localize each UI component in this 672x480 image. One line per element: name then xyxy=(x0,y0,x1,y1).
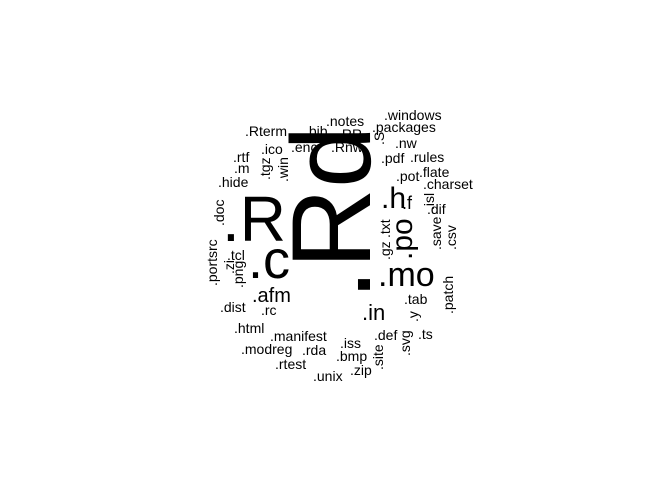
word-f: .f xyxy=(402,193,413,213)
word-tgz: .tgz xyxy=(257,157,273,180)
word-rc: .rc xyxy=(261,302,277,318)
word-txt: .txt xyxy=(377,219,393,238)
word-rules: .rules xyxy=(410,149,444,165)
word-mo: .mo xyxy=(378,256,435,294)
word-rtf: .rtf xyxy=(233,149,249,165)
word-in: .in xyxy=(362,300,385,325)
word-rtest: .rtest xyxy=(275,356,306,372)
word-rnw: .Rnw xyxy=(331,139,364,155)
word-charset: .charset xyxy=(423,176,473,192)
word-rr: .RR xyxy=(338,126,362,142)
word-nw: .nw xyxy=(395,135,418,151)
word-zip: .zip xyxy=(350,362,372,378)
word-tab: .tab xyxy=(404,291,428,307)
word-pot: .pot xyxy=(396,168,419,184)
word-hide: .hide xyxy=(218,174,249,190)
word-ico: .ico xyxy=(261,141,283,157)
word-r: .R xyxy=(222,183,286,255)
word-def: .def xyxy=(374,327,397,343)
word-html: .html xyxy=(234,320,264,336)
word-tcl: .tcl xyxy=(227,247,245,263)
word-pdf: .pdf xyxy=(381,150,404,166)
word-dif: .dif xyxy=(427,201,446,217)
word-packages: .packages xyxy=(372,119,436,135)
word-rda: .rda xyxy=(302,342,326,358)
word-windows: .windows xyxy=(384,107,442,123)
word-gz: .gz xyxy=(377,241,393,260)
word-iss: .iss xyxy=(340,335,361,351)
word-enc: .enc xyxy=(291,139,317,155)
word-save: .save xyxy=(428,216,444,250)
word-y: .y xyxy=(405,311,421,322)
word-doc: .doc xyxy=(211,200,227,226)
word-isl: .isl xyxy=(421,193,437,210)
word-svg: .svg xyxy=(397,330,413,356)
word-manifest: .manifest xyxy=(270,328,327,344)
word-zi: .zi xyxy=(221,260,237,274)
word-m: .m xyxy=(234,160,250,176)
word-bmp: .bmp xyxy=(336,348,367,364)
word-s: .S xyxy=(371,132,387,145)
word-bib: .bib xyxy=(305,123,328,139)
word-png: .png xyxy=(230,261,246,288)
word-afm: .afm xyxy=(252,285,291,307)
word-patch: .patch xyxy=(440,276,456,314)
word-modreg: .modreg xyxy=(241,341,292,357)
word-ts: .ts xyxy=(418,326,433,342)
word-flate: .flate xyxy=(419,164,450,180)
word-win: .win xyxy=(275,157,291,182)
word-notes: .notes xyxy=(326,113,364,129)
word-site: .site xyxy=(370,344,386,370)
word-c: .c xyxy=(248,230,290,290)
word-portsrc: .portsrc xyxy=(204,239,220,286)
word-csv: .csv xyxy=(443,225,459,250)
word-po: .po xyxy=(386,218,419,260)
word-unix: .unix xyxy=(313,368,343,384)
word-rterm: .Rterm xyxy=(245,123,287,139)
word-rd: .Rd xyxy=(269,126,394,300)
word-h: .h xyxy=(381,182,406,215)
word-dist: .dist xyxy=(220,299,246,315)
